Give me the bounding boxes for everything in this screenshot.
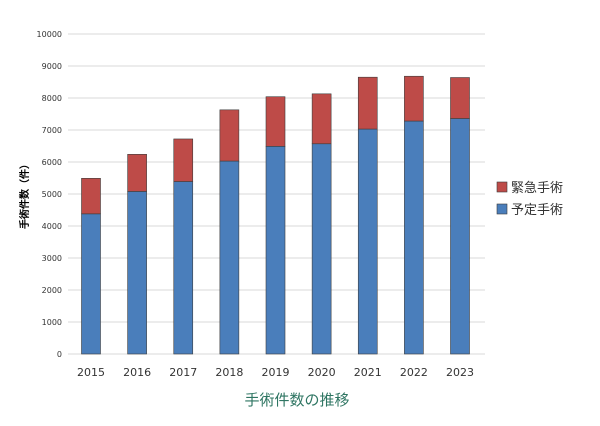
x-tick-label: 2020 xyxy=(308,366,336,379)
x-tick-label: 2022 xyxy=(400,366,428,379)
y-tick-label: 9000 xyxy=(42,62,62,71)
bar-segment xyxy=(450,77,470,119)
bar-segment xyxy=(81,213,101,355)
y-tick-label: 8000 xyxy=(42,94,62,103)
y-tick-label: 0 xyxy=(57,350,62,359)
bar-segment xyxy=(311,93,332,145)
x-axis-ticks: 2015 2016 2017 2018 2019 2020 2021 2022 2023 xyxy=(77,366,474,379)
y-tick-label: 6000 xyxy=(42,158,62,167)
x-tick-label: 2019 xyxy=(262,366,290,379)
bar-segment xyxy=(219,109,240,162)
bar-segment xyxy=(173,138,194,182)
y-axis-ticks: 0 1000 2000 3000 4000 5000 6000 7000 8000 9000 100… xyxy=(37,30,62,359)
bar-segment xyxy=(357,76,378,130)
bar-segment xyxy=(404,120,424,355)
bars xyxy=(81,75,470,355)
y-tick-label: 10000 xyxy=(37,30,62,39)
bar-segment xyxy=(265,96,286,147)
chart-title: 手術件数の推移 xyxy=(244,391,349,409)
bar-segment xyxy=(127,191,147,355)
legend-swatch xyxy=(496,203,508,215)
bar-segment xyxy=(127,154,147,192)
x-tick-label: 2015 xyxy=(77,366,105,379)
y-tick-label: 1000 xyxy=(42,318,62,327)
x-tick-label: 2021 xyxy=(354,366,382,379)
y-tick-label: 5000 xyxy=(42,190,62,199)
y-axis-label: 手術件数（件） xyxy=(18,159,31,229)
x-tick-label: 2018 xyxy=(215,366,243,379)
y-tick-label: 2000 xyxy=(42,286,62,295)
x-tick-label: 2017 xyxy=(169,366,197,379)
legend-swatch xyxy=(496,181,508,193)
bar-segment xyxy=(265,146,286,355)
y-tick-label: 7000 xyxy=(42,126,62,135)
y-tick-label: 4000 xyxy=(42,222,62,231)
x-tick-label: 2023 xyxy=(446,366,474,379)
bar-segment xyxy=(81,178,101,215)
x-tick-label: 2016 xyxy=(123,366,151,379)
bar-segment xyxy=(404,75,424,122)
legend-label: 緊急手術 xyxy=(511,181,563,196)
y-tick-label: 3000 xyxy=(42,254,62,263)
bar-segment xyxy=(219,160,240,355)
bar-segment xyxy=(450,118,470,355)
bar-segment xyxy=(311,143,332,355)
bar-segment xyxy=(357,128,378,355)
legend-label: 予定手術 xyxy=(511,203,563,218)
bar-segment xyxy=(173,181,194,355)
